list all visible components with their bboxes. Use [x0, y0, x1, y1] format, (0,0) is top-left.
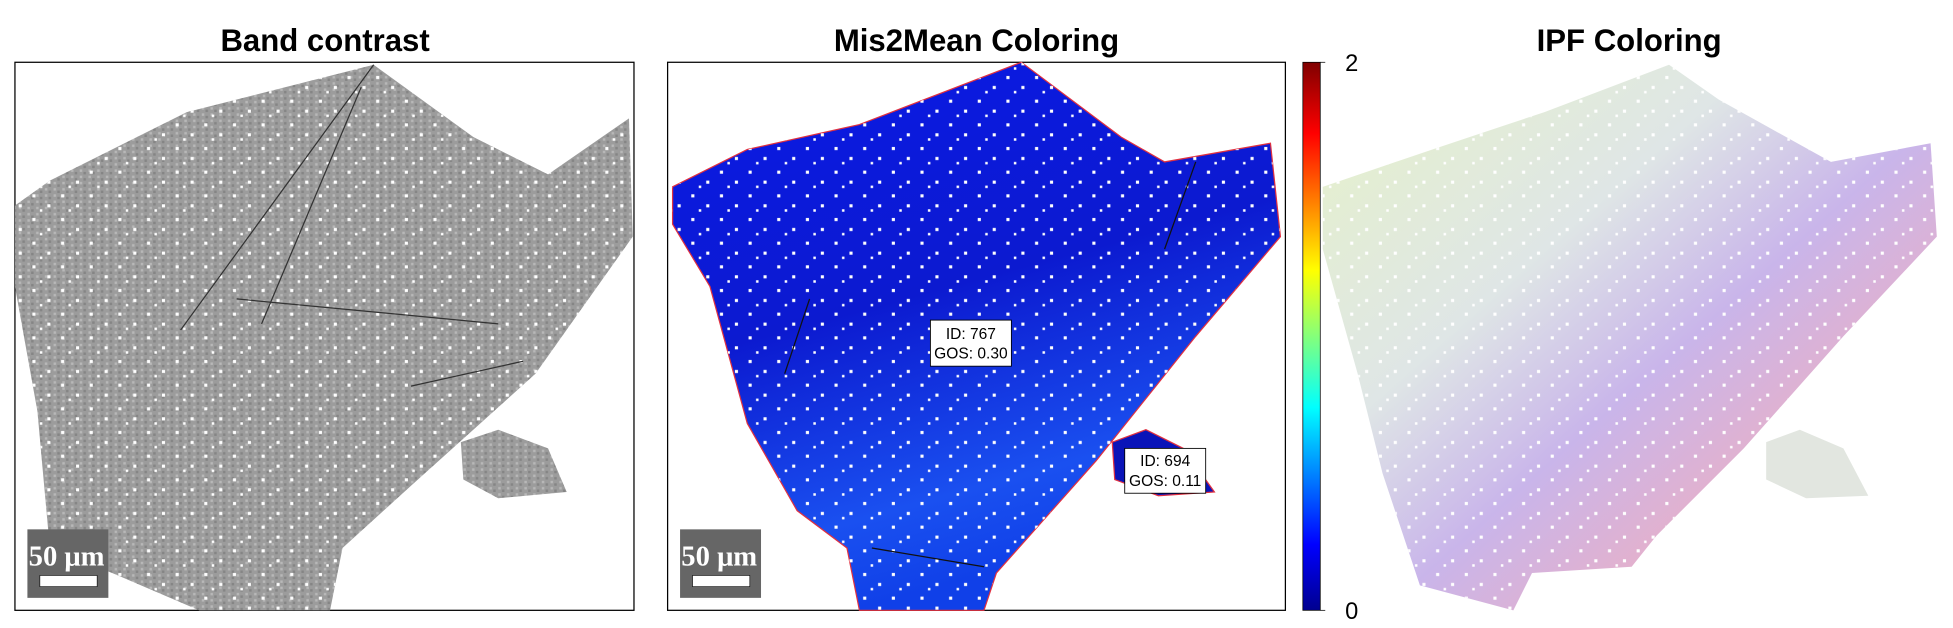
annotation-box: [929, 319, 1012, 367]
colorbar-tick-label: 2: [1345, 51, 1358, 77]
grain: [1766, 429, 1869, 499]
grain-boundary: [784, 161, 1197, 568]
scratch: [180, 64, 524, 387]
grain: [460, 429, 567, 499]
scale-bar-label: 50 μm: [681, 540, 757, 572]
colorbar-ticks: 02: [1320, 51, 1358, 625]
colorbar-tick-label: 0: [1345, 599, 1358, 625]
annotation-id: ID: 694: [1140, 453, 1190, 470]
annotation-gos: GOS: 0.11: [1129, 473, 1201, 490]
panel-title: Mis2Mean Coloring: [834, 23, 1119, 58]
scale-bar: [39, 575, 98, 587]
panel-title: Band contrast: [220, 23, 429, 58]
scale-bar: [692, 575, 751, 587]
map-dots: [1322, 64, 1937, 611]
annotation-gos: GOS: 0.30: [934, 346, 1008, 363]
annotation-box: [1124, 447, 1207, 494]
annotation-id: ID: 767: [946, 326, 996, 343]
scale-bar-label: 50 μm: [29, 540, 105, 572]
panel-title: IPF Coloring: [1537, 23, 1722, 58]
colorbar: [1302, 61, 1321, 611]
map-dots: [14, 64, 633, 611]
